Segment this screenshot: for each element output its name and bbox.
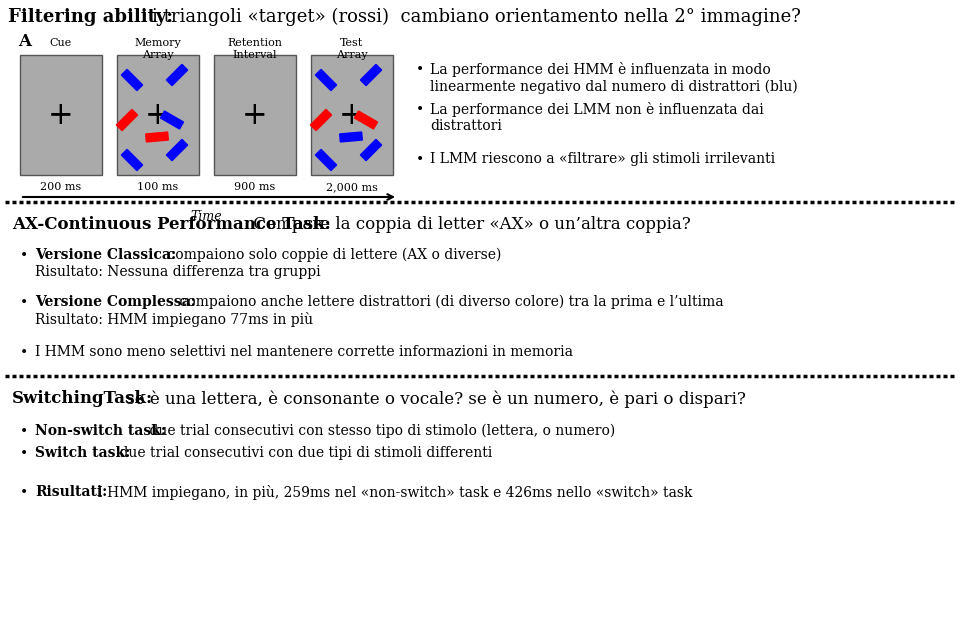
Text: •: • [20, 248, 28, 262]
Text: Compare la coppia di letter «AX» o un’altra coppia?: Compare la coppia di letter «AX» o un’al… [248, 216, 690, 233]
Polygon shape [360, 139, 382, 161]
Text: 900 ms: 900 ms [234, 182, 276, 192]
Text: Risultati:: Risultati: [35, 485, 108, 499]
Text: •: • [20, 485, 28, 499]
Text: •: • [20, 446, 28, 460]
Polygon shape [316, 70, 337, 91]
Text: Non-switch task:: Non-switch task: [35, 424, 166, 438]
Text: 2,000 ms: 2,000 ms [326, 182, 378, 192]
Text: compaiono solo coppie di lettere (AX o diverse): compaiono solo coppie di lettere (AX o d… [163, 248, 501, 263]
Text: +: + [242, 99, 268, 130]
Text: •: • [416, 102, 424, 116]
Text: A: A [18, 33, 31, 50]
Text: se è una lettera, è consonante o vocale? se è un numero, è pari o dispari?: se è una lettera, è consonante o vocale?… [121, 390, 746, 408]
Text: La performance dei LMM non è influenzata dai
distrattori: La performance dei LMM non è influenzata… [430, 102, 764, 133]
Text: +: + [48, 99, 74, 130]
Text: •: • [20, 424, 28, 438]
Text: I HMM impiegano, in più, 259ms nel «non-switch» task e 426ms nello «switch» task: I HMM impiegano, in più, 259ms nel «non-… [93, 485, 692, 500]
Text: •: • [416, 62, 424, 76]
Polygon shape [354, 111, 377, 129]
Text: La performance dei HMM è influenzata in modo
linearmente negativo dal numero di : La performance dei HMM è influenzata in … [430, 62, 798, 94]
Text: 200 ms: 200 ms [40, 182, 82, 192]
Text: •: • [20, 295, 28, 309]
Polygon shape [310, 110, 331, 130]
Text: Memory
Array: Memory Array [134, 38, 181, 60]
Text: +: + [145, 99, 171, 130]
Text: Cue: Cue [50, 38, 72, 48]
Text: Versione Complessa:: Versione Complessa: [35, 295, 196, 309]
Bar [311, 55, 393, 175]
Text: Time: Time [191, 210, 223, 223]
Polygon shape [166, 139, 187, 161]
Text: I HMM sono meno selettivi nel mantenere corrette informazioni in memoria: I HMM sono meno selettivi nel mantenere … [35, 345, 573, 359]
Polygon shape [121, 149, 143, 171]
Text: Filtering ability:: Filtering ability: [8, 8, 173, 26]
Text: I LMM riescono a «filtrare» gli stimoli irrilevanti: I LMM riescono a «filtrare» gli stimoli … [430, 152, 775, 166]
Polygon shape [146, 132, 168, 142]
Text: Retention
Interval: Retention Interval [228, 38, 282, 60]
Text: Switch task:: Switch task: [35, 446, 131, 460]
Text: SwitchingTask:: SwitchingTask: [12, 390, 154, 407]
Polygon shape [160, 111, 183, 129]
Text: Risultato: HMM impiegano 77ms in più: Risultato: HMM impiegano 77ms in più [35, 312, 313, 327]
Text: due trial consecutivi con due tipi di stimoli differenti: due trial consecutivi con due tipi di st… [115, 446, 492, 460]
Polygon shape [340, 132, 362, 142]
Text: compaiono anche lettere distrattori (di diverso colore) tra la prima e l’ultima: compaiono anche lettere distrattori (di … [175, 295, 724, 310]
Bar [117, 55, 199, 175]
Text: due trial consecutivi con stesso tipo di stimolo (lettera, o numero): due trial consecutivi con stesso tipo di… [145, 424, 615, 439]
Text: i triangoli «target» (rossi)  cambiano orientamento nella 2° immagine?: i triangoli «target» (rossi) cambiano or… [152, 8, 801, 26]
Bar [20, 55, 102, 175]
Text: 100 ms: 100 ms [137, 182, 179, 192]
Text: Test
Array: Test Array [336, 38, 368, 60]
Polygon shape [360, 65, 382, 85]
Polygon shape [316, 149, 337, 171]
Text: •: • [20, 345, 28, 359]
Polygon shape [116, 110, 137, 130]
Polygon shape [166, 65, 187, 85]
Bar [214, 55, 296, 175]
Text: •: • [416, 152, 424, 166]
Text: +: + [339, 99, 365, 130]
Text: Versione Classica:: Versione Classica: [35, 248, 176, 262]
Text: AX-Continuous Performance Task:: AX-Continuous Performance Task: [12, 216, 331, 233]
Polygon shape [121, 70, 143, 91]
Text: Risultato: Nessuna differenza tra gruppi: Risultato: Nessuna differenza tra gruppi [35, 265, 321, 279]
